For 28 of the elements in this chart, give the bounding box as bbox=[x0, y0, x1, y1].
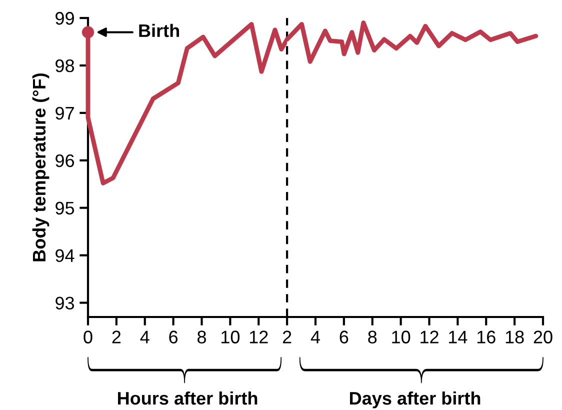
y-axis-title: Body temperature (°F) bbox=[32, 73, 50, 262]
x-tick-label: 12 bbox=[250, 330, 268, 344]
y-tick-label: 93 bbox=[56, 296, 74, 310]
x-tick-label: 18 bbox=[506, 330, 524, 344]
x-tick-label: 6 bbox=[169, 330, 178, 344]
x-tick-label: 6 bbox=[340, 330, 348, 344]
x-tick-label: 2 bbox=[112, 330, 121, 344]
x-tick-label: 4 bbox=[310, 330, 320, 344]
x-axis-title: Days after birth bbox=[350, 391, 480, 408]
y-tick-label: 99 bbox=[56, 12, 74, 25]
x-tick-label: 12 bbox=[420, 330, 438, 344]
y-tick-label: 95 bbox=[56, 202, 74, 215]
x-tick-label: 10 bbox=[392, 330, 410, 344]
x-tick-label: 8 bbox=[198, 330, 206, 344]
y-tick-label: 98 bbox=[56, 59, 74, 72]
y-tick-label: 94 bbox=[56, 249, 74, 262]
x-axis-title: Hours after birth bbox=[118, 391, 258, 405]
x-tick-label: 16 bbox=[477, 330, 496, 344]
y-tick-label: 96 bbox=[56, 154, 74, 168]
x-tick-label: 8 bbox=[368, 330, 377, 344]
x-tick-label: 10 bbox=[222, 330, 240, 344]
x-tick-label: 20 bbox=[534, 330, 552, 344]
x-tick-label: 2 bbox=[282, 330, 292, 344]
x-tick-label: 4 bbox=[140, 330, 150, 344]
x-tick-label: 0 bbox=[84, 330, 92, 344]
x-tick-label: 14 bbox=[449, 330, 468, 344]
y-tick-label: 97 bbox=[56, 106, 74, 120]
annotation: Birth bbox=[139, 24, 180, 38]
